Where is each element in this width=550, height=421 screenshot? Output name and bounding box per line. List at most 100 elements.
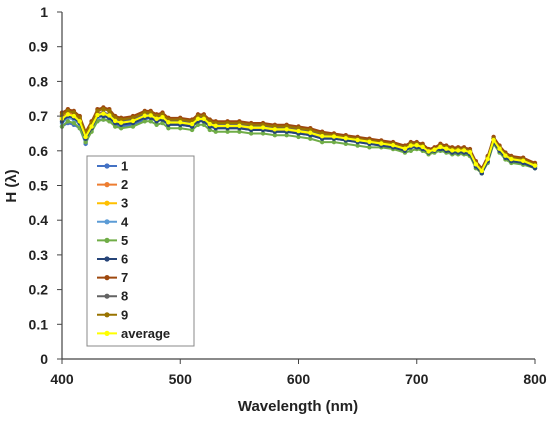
series-point — [101, 106, 106, 112]
series-point — [201, 122, 207, 127]
legend-label: 3 — [121, 196, 128, 211]
legend-swatch-marker — [104, 312, 110, 318]
series-point — [160, 120, 165, 126]
series-point — [89, 124, 94, 129]
series-point — [426, 149, 431, 154]
legend-label: 5 — [121, 233, 128, 248]
y-tick-label: 0.5 — [29, 178, 49, 194]
series-point — [331, 139, 337, 145]
series-point — [260, 131, 266, 136]
series-point — [107, 108, 112, 114]
series-point — [491, 137, 496, 143]
legend-swatch-marker — [104, 163, 110, 169]
legend-label: 8 — [121, 289, 128, 304]
legend-swatch-marker — [104, 182, 110, 188]
series-point — [166, 120, 171, 125]
series-point — [201, 116, 207, 122]
series-point — [71, 110, 77, 115]
series-point — [249, 131, 254, 136]
legend-swatch-marker — [104, 219, 110, 225]
legend-swatch-marker — [104, 275, 110, 281]
series-point — [408, 143, 414, 148]
series-point — [71, 113, 77, 119]
y-axis-title: H (λ) — [3, 169, 20, 202]
series-point — [113, 118, 118, 124]
y-tick-label: 0.4 — [29, 212, 49, 228]
series-point — [444, 146, 449, 151]
series-point — [503, 153, 508, 158]
legend-swatch-marker — [104, 200, 110, 206]
series-point — [272, 132, 278, 138]
series-point — [296, 128, 301, 134]
series-point — [467, 149, 473, 155]
series-point — [213, 123, 218, 129]
legend-swatch-marker — [104, 237, 110, 243]
legend-swatch-marker — [104, 330, 110, 336]
series-point — [154, 122, 159, 127]
series-point — [189, 121, 195, 127]
series-point — [408, 148, 414, 153]
legend-label: average — [121, 326, 170, 341]
series-point — [154, 116, 159, 122]
series-layer — [59, 105, 538, 176]
series-point — [130, 115, 136, 121]
series-point — [71, 120, 77, 126]
y-tick-label: 0.6 — [29, 143, 49, 159]
y-tick-label: 0.7 — [29, 108, 49, 124]
series-point — [532, 163, 538, 168]
series-point — [178, 126, 183, 131]
series-point — [118, 120, 124, 125]
series-average — [59, 111, 538, 174]
legend-label: 7 — [121, 270, 128, 285]
series-point — [319, 134, 325, 139]
x-axis-title: Wavelength (nm) — [238, 398, 358, 415]
y-ticks: 0 0.1 0.2 0.3 0.4 0.5 0.6 0.7 0.8 0.9 1 — [29, 4, 62, 367]
series-point — [213, 129, 218, 134]
series-point — [178, 120, 183, 125]
x-tick-label: 400 — [50, 371, 74, 387]
series-point — [355, 137, 360, 143]
x-ticks: 400 500 600 700 800 — [50, 359, 547, 387]
series-point — [77, 119, 82, 124]
series-point — [343, 141, 348, 147]
series-point — [260, 125, 266, 130]
legend-label: 1 — [121, 159, 128, 174]
x-tick-label: 800 — [523, 371, 547, 387]
legend-label: 9 — [121, 307, 128, 322]
series-point — [438, 144, 443, 150]
series-point — [107, 113, 112, 118]
y-tick-label: 1 — [40, 4, 48, 20]
series-point — [101, 117, 106, 122]
series-point — [77, 115, 82, 121]
series-point — [207, 121, 213, 127]
series-point — [142, 113, 147, 118]
legend-label: 6 — [121, 252, 128, 267]
series-point — [355, 143, 360, 148]
series-point — [308, 136, 313, 141]
y-tick-label: 0.3 — [29, 247, 49, 263]
series-point — [520, 158, 526, 164]
series-point — [148, 113, 153, 118]
series-point — [485, 156, 490, 162]
series-point — [272, 127, 278, 132]
series-point — [390, 143, 396, 148]
series-point — [473, 162, 479, 167]
series-point — [195, 122, 201, 127]
series-point — [148, 119, 153, 124]
series-point — [509, 156, 514, 162]
series-point — [195, 116, 201, 122]
series-point — [113, 124, 118, 129]
series-point — [379, 141, 384, 146]
series-point — [402, 146, 408, 151]
series-point — [331, 134, 337, 139]
series-point — [497, 146, 502, 151]
series-point — [83, 139, 88, 145]
y-tick-label: 0.2 — [29, 282, 49, 298]
series-point — [207, 127, 213, 133]
series-point — [461, 148, 467, 153]
legend-swatch-marker — [104, 293, 110, 299]
legend-swatch-marker — [104, 256, 110, 262]
series-point — [249, 125, 254, 130]
x-tick-label: 500 — [169, 371, 193, 387]
